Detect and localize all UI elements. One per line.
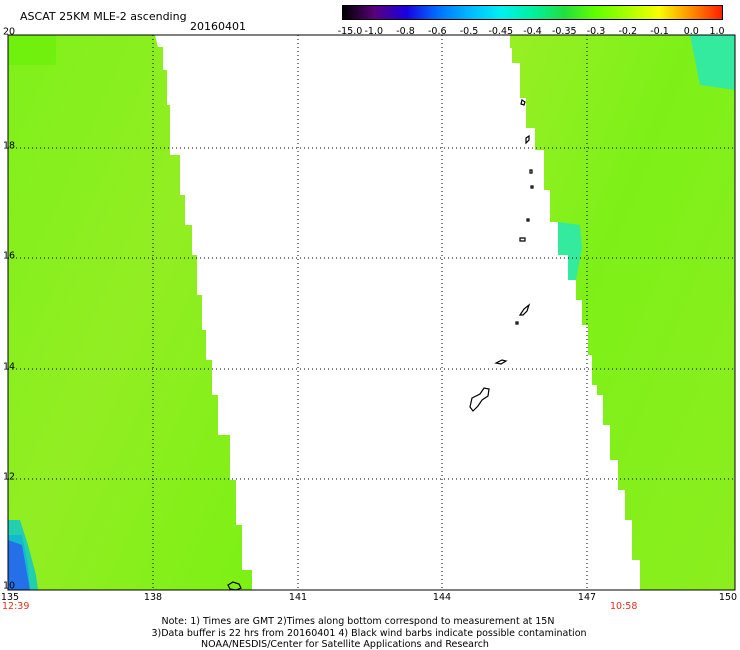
lon-label-138: 138 xyxy=(143,592,163,603)
lat-label-16: 16 xyxy=(3,250,16,262)
colorbar-tick-label: -0.5 xyxy=(459,26,479,37)
grid-lines xyxy=(8,35,735,590)
lon-label-150: 150 xyxy=(718,592,738,603)
note-line-2: 3)Data buffer is 22 hrs from 20160401 4)… xyxy=(151,628,587,639)
colorbar-tick-label: -0.2 xyxy=(618,26,638,37)
chart-date: 20160401 xyxy=(190,20,246,33)
lon-label-144: 144 xyxy=(432,592,452,603)
coastline xyxy=(227,99,534,591)
colorbar-tick-label: -15.0 xyxy=(337,26,363,37)
colorbar-tick-label: -0.1 xyxy=(650,26,669,37)
colorbar-tick-label: -0.8 xyxy=(396,26,415,37)
lat-label-14: 14 xyxy=(3,361,16,373)
note-line-3: NOAA/NESDIS/Center for Satellite Applica… xyxy=(201,639,489,650)
colorbar-tick-label: -0.35 xyxy=(551,26,577,37)
lon-label-135: 135 xyxy=(0,592,20,603)
lat-label-18: 18 xyxy=(3,140,16,152)
colorbar-tick-label: -0.3 xyxy=(586,26,606,37)
colorbar-tick-label: 0.0 xyxy=(683,26,699,37)
map-frame xyxy=(7,34,736,591)
lat-label-12: 12 xyxy=(3,471,16,483)
lat-label-10: 10 xyxy=(3,580,16,592)
time-left: 12:39 xyxy=(2,601,30,612)
lat-label-20: 20 xyxy=(3,26,16,38)
note-line-1: Note: 1) Times are GMT 2)Times along bot… xyxy=(161,616,555,627)
colorbar-tick-label: -1.0 xyxy=(364,26,384,37)
lon-label-147: 147 xyxy=(577,592,597,603)
colorbar-tick-label: 1.0 xyxy=(709,26,725,37)
time-right: 10:58 xyxy=(610,601,638,612)
colorbar xyxy=(342,5,723,20)
lon-label-141: 141 xyxy=(288,592,308,603)
colorbar-tick-label: -0.6 xyxy=(427,26,447,37)
colorbar-tick-label: -0.4 xyxy=(523,26,542,37)
colorbar-tick-label: -0.45 xyxy=(488,26,514,37)
swath-right xyxy=(510,35,735,590)
chart-title: ASCAT 25KM MLE-2 ascending xyxy=(20,10,187,23)
swath-left xyxy=(8,35,252,590)
